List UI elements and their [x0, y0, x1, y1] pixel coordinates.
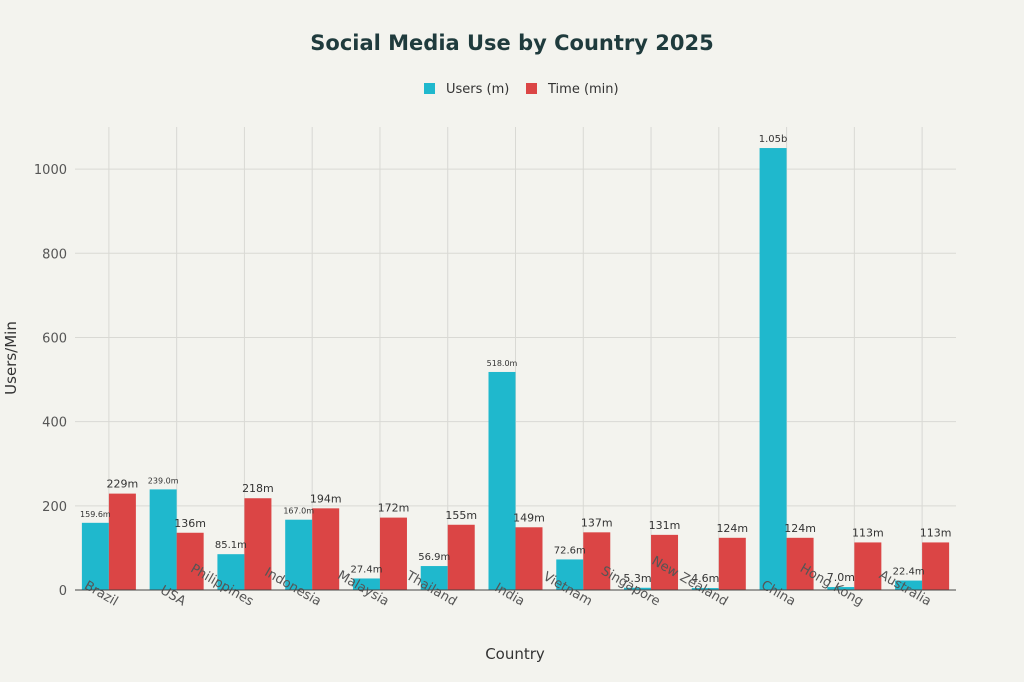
bar-label-time: 113m [852, 526, 884, 539]
bar-label-time: 218m [242, 482, 274, 495]
bar-users [827, 587, 855, 590]
bar-time [786, 537, 814, 590]
bar-label-users: 7.0m [827, 571, 855, 584]
bar-users [895, 580, 923, 590]
bar-label-time: 131m [649, 519, 681, 532]
bar-label-time: 137m [581, 516, 613, 529]
bar-time [583, 532, 611, 590]
bar-time [176, 532, 204, 590]
bars [81, 148, 950, 590]
y-axis-label: Users/Min [2, 321, 20, 395]
legend-swatch-users [424, 83, 435, 94]
bar-time [854, 542, 882, 590]
bar-time [447, 524, 475, 590]
bar-label-time: 149m [513, 511, 545, 524]
bar-label-users: 27.4m [350, 564, 382, 575]
bar-time [244, 498, 272, 590]
bar-users [217, 554, 245, 590]
legend-label-users: Users (m) [446, 82, 509, 97]
bar-users [759, 148, 787, 590]
bar-users [691, 588, 719, 590]
y-tick-label: 200 [42, 500, 67, 515]
bar-users [488, 371, 516, 590]
bar-label-users: 85.1m [215, 540, 247, 551]
bar-label-time: 229m [107, 478, 139, 491]
chart-title: Social Media Use by Country 2025 [310, 31, 713, 55]
legend-label-time: Time (min) [547, 82, 619, 97]
y-tick-label: 800 [42, 247, 67, 262]
bar-label-users: 1.05b [759, 134, 788, 145]
bar-label-users: 22.4m [893, 567, 925, 578]
bar-users [149, 489, 177, 590]
bar-time [651, 534, 679, 590]
bar-label-users: 518.0m [487, 359, 518, 368]
bar-users [420, 566, 448, 590]
bar-label-users: 167.0m [283, 507, 314, 516]
bar-label-users: 72.6m [554, 545, 586, 556]
bar-label-users: 159.6m [80, 510, 111, 519]
bar-label-time: 172m [378, 502, 410, 515]
bar-label-time: 136m [174, 517, 206, 530]
bar-time [718, 537, 746, 590]
bar-time [515, 527, 543, 590]
bar-users [556, 559, 584, 590]
y-tick-label: 400 [42, 416, 67, 431]
bar-label-users: 56.9m [418, 552, 450, 563]
bar-label-time: 113m [920, 526, 952, 539]
y-tick-label: 600 [42, 331, 67, 346]
bar-users [285, 519, 313, 590]
bar-time [312, 508, 340, 590]
bar-time [379, 517, 407, 590]
bar-users [624, 587, 652, 590]
bar-time [922, 542, 950, 590]
bar-label-time: 155m [445, 509, 477, 522]
bar-users [81, 522, 109, 590]
y-tick-label: 1000 [34, 163, 67, 178]
bar-label-time: 124m [784, 522, 816, 535]
bar-labels: 159.6m 229m 239.0m 136m 85.1m 218m 167.0m 194m 2… [80, 134, 951, 585]
y-tick-label: 0 [59, 584, 67, 599]
bar-label-users: 4.6m [691, 572, 719, 585]
bar-label-users: 5.3m [623, 572, 651, 585]
bar-time [108, 493, 136, 590]
legend: Users (m) Time (min) [424, 82, 619, 97]
y-axis-ticks: 0 200 400 600 800 1000 [34, 163, 67, 599]
bar-users [352, 578, 380, 590]
bar-label-time: 194m [310, 492, 342, 505]
bar-label-users: 239.0m [148, 476, 179, 485]
bar-label-time: 124m [716, 522, 748, 535]
x-axis-label: Country [485, 645, 545, 663]
legend-swatch-time [526, 83, 537, 94]
